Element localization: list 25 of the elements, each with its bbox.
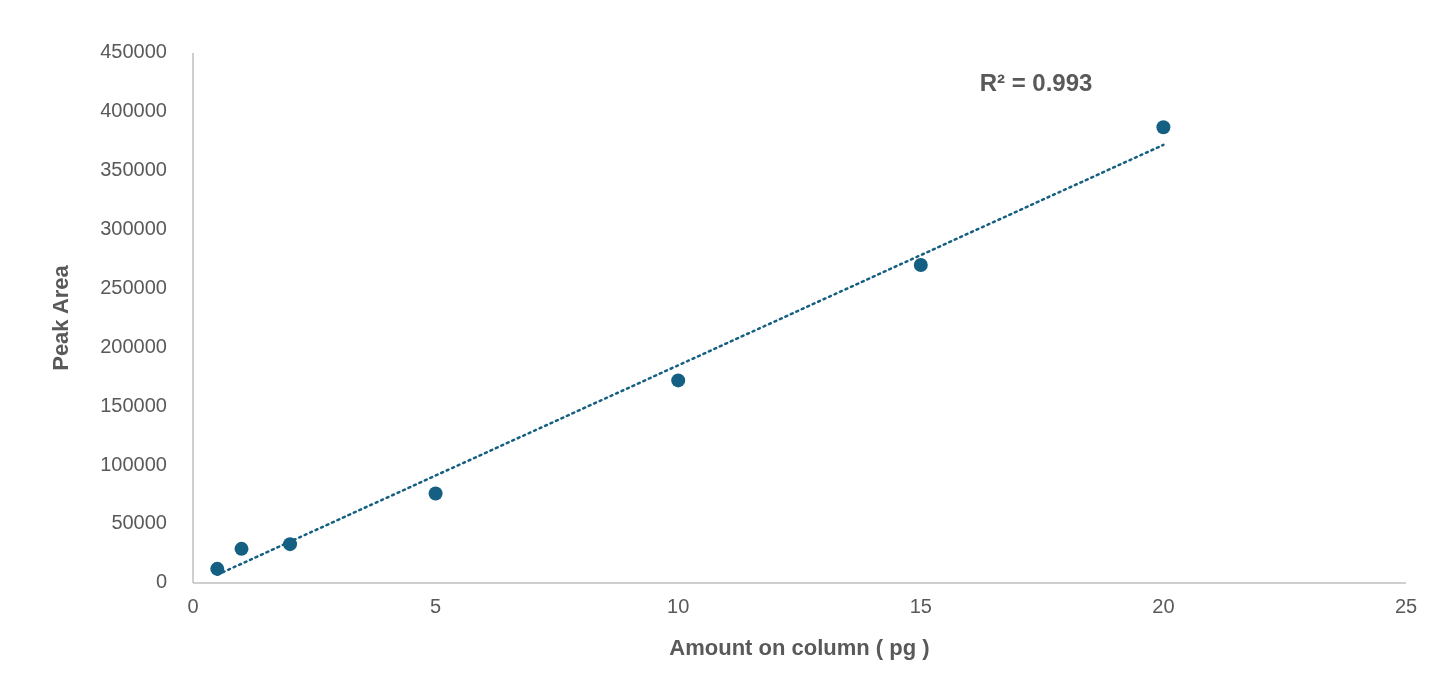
y-tick-label: 350000 bbox=[100, 158, 167, 181]
x-tick-label: 5 bbox=[430, 595, 442, 617]
point bbox=[671, 373, 686, 388]
y-tick-label: 100000 bbox=[100, 452, 167, 475]
point bbox=[210, 561, 225, 576]
point bbox=[428, 486, 443, 501]
y-tick-label: 400000 bbox=[100, 99, 167, 122]
y-tick-label: 300000 bbox=[100, 216, 167, 239]
x-tick-label: 10 bbox=[667, 595, 690, 617]
x-tick-label: 20 bbox=[1152, 595, 1175, 617]
y-tick-label: 50000 bbox=[111, 511, 167, 534]
y-tick-label: 250000 bbox=[100, 275, 167, 298]
annotation: R² = 0.993 bbox=[979, 69, 1093, 96]
y-tick-label: 0 bbox=[155, 570, 167, 593]
x-tick-label: 0 bbox=[187, 595, 199, 617]
point bbox=[913, 258, 928, 272]
point bbox=[234, 541, 249, 556]
x-axis-title: Amount on column ( pg ) bbox=[669, 635, 930, 660]
y-tick-label: 200000 bbox=[100, 334, 167, 357]
x-tick-label: 25 bbox=[1394, 595, 1418, 617]
y-tick-label: 150000 bbox=[100, 393, 167, 416]
x-tick-label: 15 bbox=[909, 595, 932, 617]
point bbox=[1156, 120, 1171, 135]
y-axis-title: Peak Area bbox=[48, 264, 73, 371]
y-tick-label: 450000 bbox=[100, 40, 167, 63]
